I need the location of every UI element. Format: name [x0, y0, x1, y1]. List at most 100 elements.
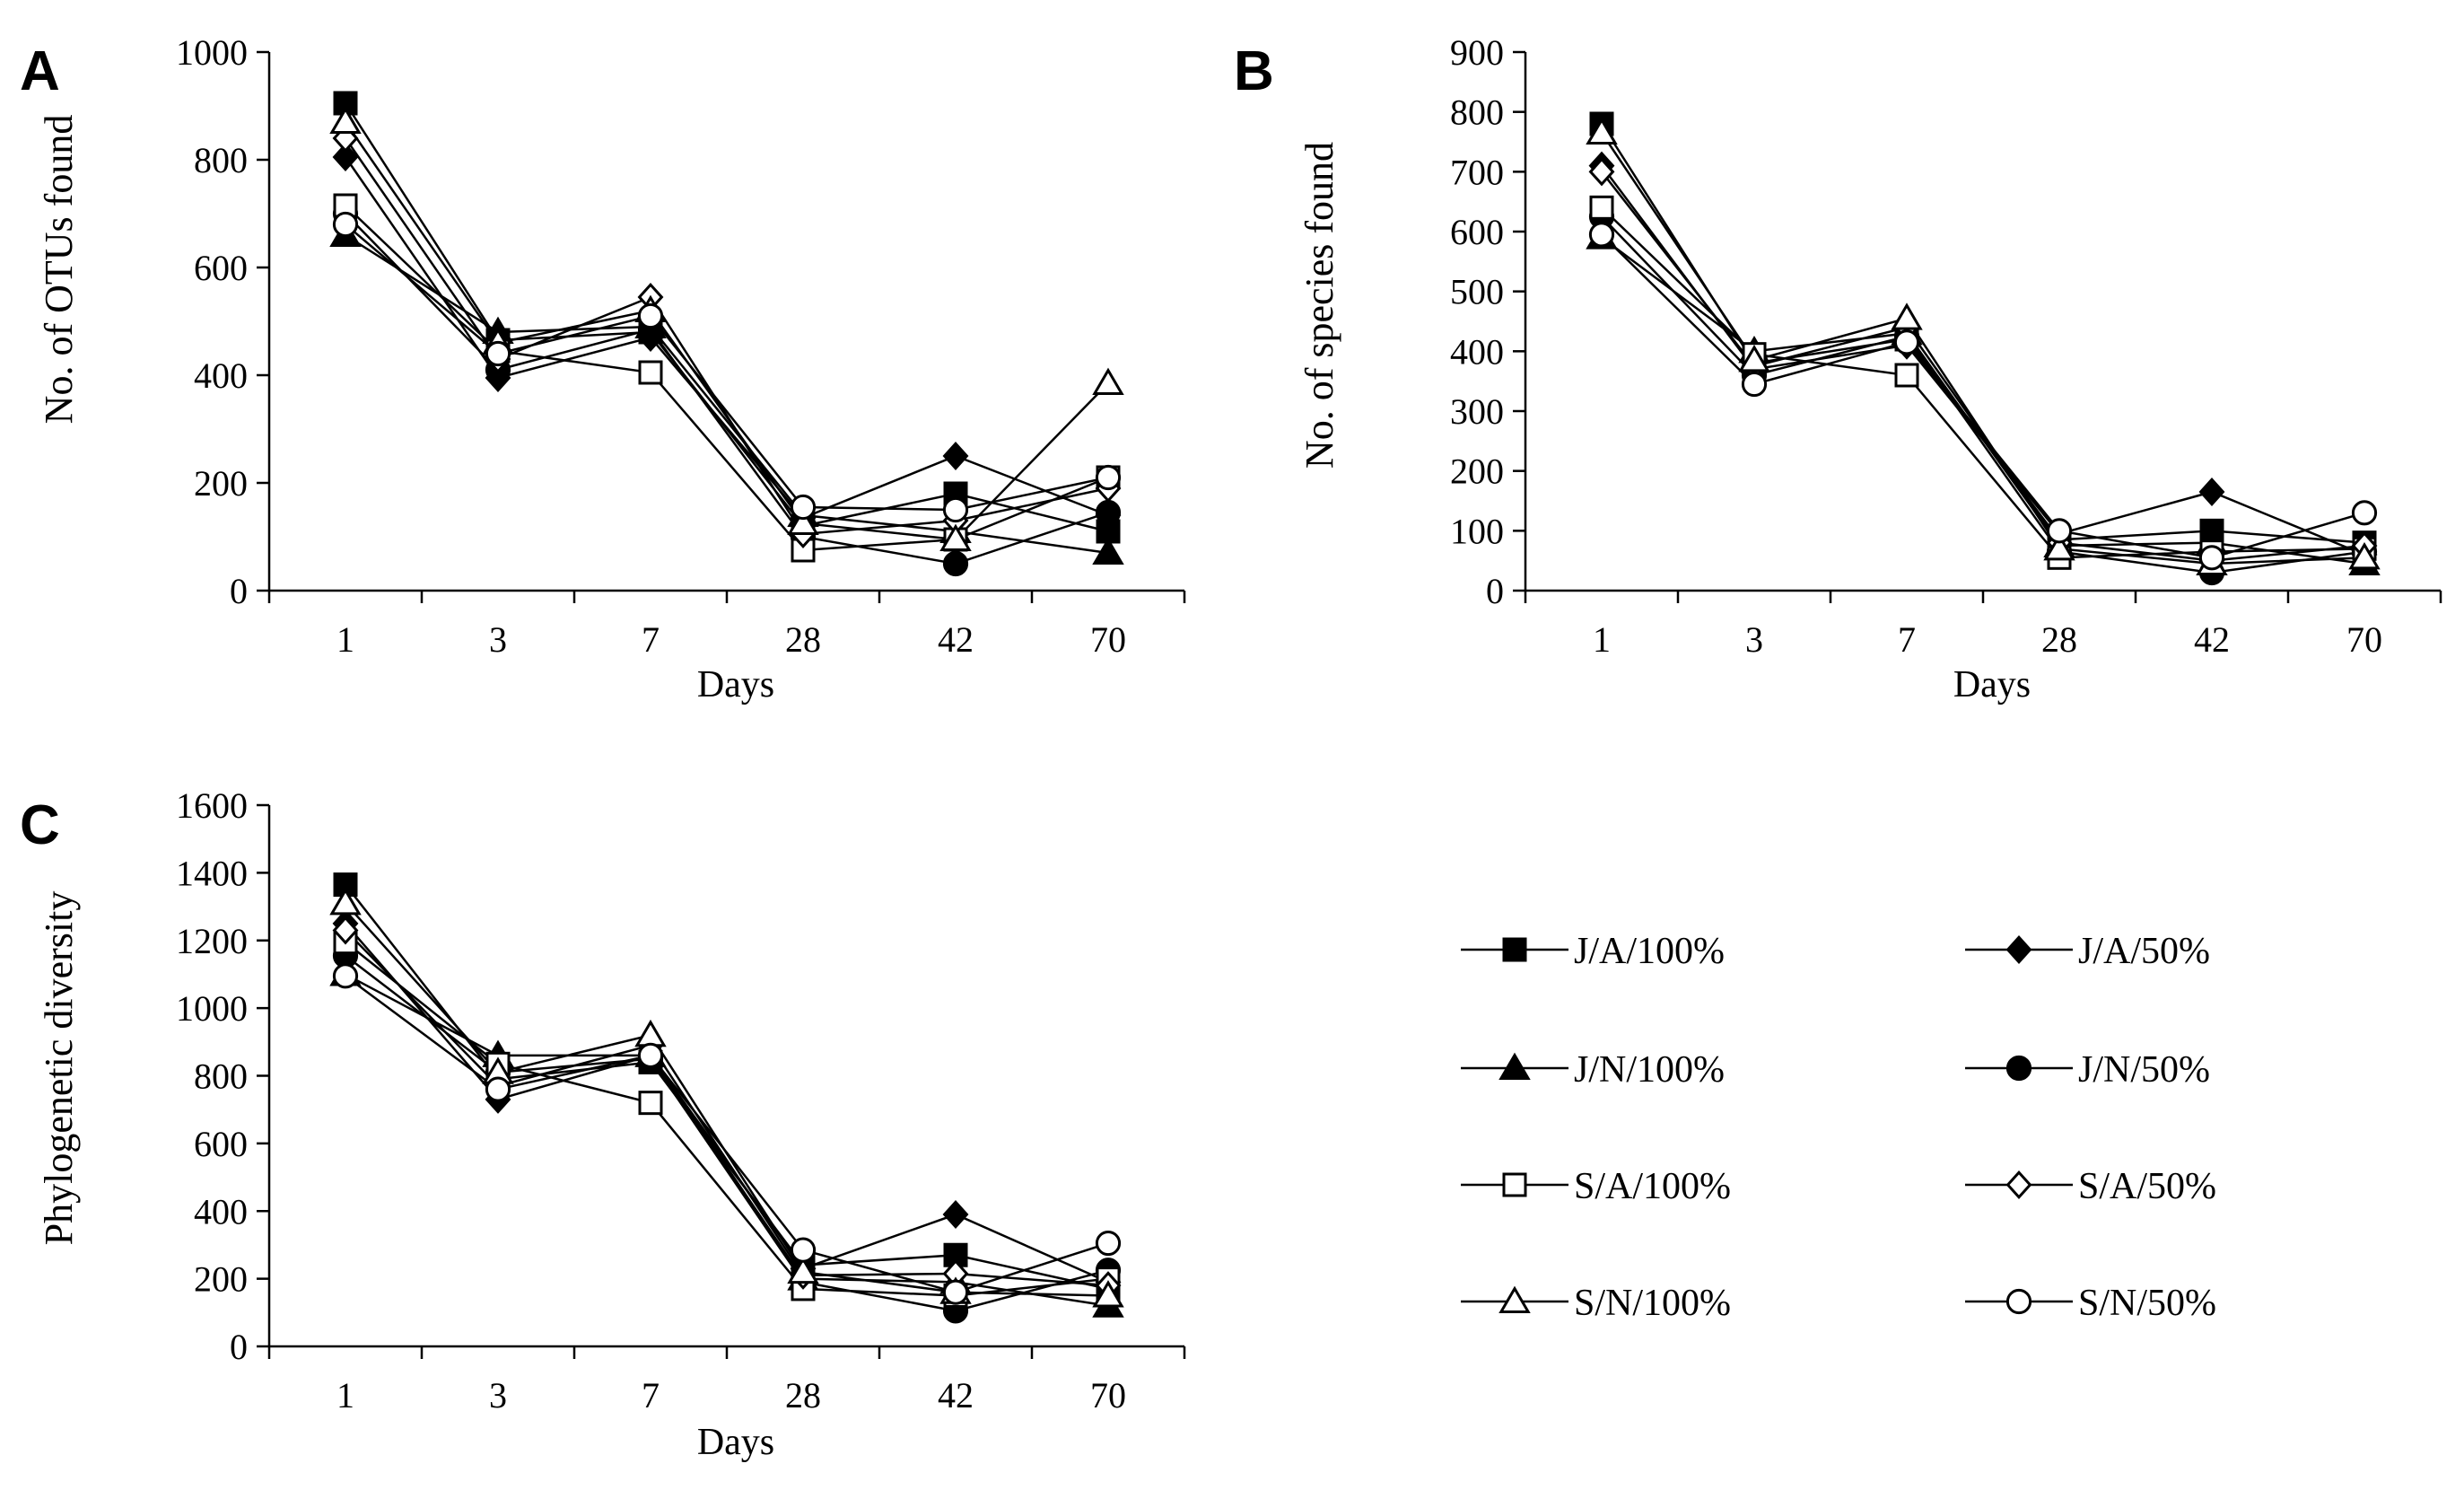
- legend-marker-s-a-100pct: [1502, 1172, 1527, 1197]
- legend-marker-s-n-100pct: [1498, 1285, 1531, 1314]
- y-tick-label: 200: [194, 1259, 248, 1300]
- data-point-s-n-100pct: [787, 507, 819, 536]
- panel-a-ots-chart: A 0 200 400 600 800 1000 1 3 7 28 42 70 Days No. of OT…: [20, 32, 1186, 706]
- panel-label-a: A: [20, 40, 60, 102]
- series-line-j-n-100pct: [345, 233, 1109, 555]
- x-axis-title: Days: [1953, 664, 2031, 706]
- series-line-j-a-100pct: [345, 883, 1109, 1291]
- data-point-s-n-50pct: [1893, 329, 1920, 355]
- y-tick-label: 600: [194, 1124, 248, 1164]
- y-tick-label: 400: [1450, 331, 1504, 372]
- y-axis-title: No. of OTUs found: [37, 115, 81, 425]
- x-axis-title: Days: [697, 664, 774, 706]
- data-point-s-n-100pct: [329, 106, 362, 135]
- data-point-s-n-100pct: [939, 523, 972, 552]
- series-line-j-n-50pct: [345, 954, 1109, 1312]
- x-tick-label: 7: [642, 1375, 660, 1416]
- legend-label-j-n-50pct: J/N/50%: [2078, 1049, 2210, 1091]
- series-line-s-n-50pct: [345, 975, 1109, 1294]
- y-tick-label: 200: [194, 463, 248, 504]
- legend-marker-s-n-50pct: [2005, 1288, 2032, 1315]
- y-tick-label: 0: [230, 571, 248, 611]
- data-point-s-n-50pct: [332, 211, 359, 238]
- legend-marker-j-n-50pct: [2005, 1055, 2032, 1082]
- series-line-j-n-50pct: [345, 213, 1109, 565]
- data-point-s-n-50pct: [2198, 545, 2225, 571]
- x-tick-label: 42: [938, 619, 974, 660]
- data-point-s-n-50pct: [485, 340, 511, 367]
- y-tick-label: 1000: [176, 988, 248, 1029]
- x-tick-label: 28: [785, 619, 821, 660]
- data-point-s-n-50pct: [2046, 518, 2073, 544]
- y-tick-label: 800: [194, 140, 248, 180]
- x-tick-label: 7: [1898, 619, 1916, 660]
- panel-label-c: C: [20, 794, 60, 856]
- y-tick-label: 300: [1450, 391, 1504, 432]
- x-tick-label: 28: [2041, 619, 2077, 660]
- data-point-j-a-50pct: [332, 142, 359, 172]
- data-point-s-n-100pct: [2043, 532, 2075, 561]
- y-tick-label: 0: [230, 1327, 248, 1367]
- legend-label-s-n-50pct: S/N/50%: [2078, 1283, 2216, 1324]
- series-line-j-a-50pct: [344, 156, 1109, 520]
- series-line-s-a-100pct: [345, 205, 1109, 552]
- data-point-s-n-50pct: [637, 302, 664, 329]
- data-point-s-n-50pct: [942, 1279, 969, 1305]
- legend-label-s-a-50pct: S/A/50%: [2078, 1166, 2216, 1207]
- x-tick-label: 42: [2194, 619, 2230, 660]
- data-point-s-a-100pct: [1589, 195, 1614, 220]
- y-tick-label: 1000: [176, 32, 248, 73]
- x-tick-label: 7: [642, 619, 660, 660]
- series-line-s-n-50pct: [345, 224, 1109, 512]
- data-point-s-a-50pct: [332, 123, 359, 153]
- data-point-j-n-50pct: [1095, 499, 1122, 526]
- data-point-s-n-100pct: [1092, 367, 1124, 396]
- series-line-j-a-50pct: [345, 923, 1109, 1284]
- data-point-s-n-50pct: [637, 1042, 664, 1068]
- data-point-s-n-100pct: [2348, 541, 2381, 570]
- y-tick-label: 400: [194, 355, 248, 396]
- legend-marker-j-a-100pct: [1502, 937, 1527, 962]
- x-tick-label: 1: [1593, 619, 1611, 660]
- x-tick-label: 42: [938, 1375, 974, 1416]
- y-tick-label: 1400: [176, 853, 248, 893]
- data-point-s-a-50pct: [332, 916, 359, 945]
- legend-label-j-a-50pct: J/A/50%: [2078, 931, 2210, 972]
- data-point-j-a-50pct: [942, 441, 969, 471]
- data-point-s-n-50pct: [2351, 500, 2378, 526]
- series-line-s-n-100pct: [1600, 132, 2365, 565]
- data-point-s-n-50pct: [790, 494, 817, 521]
- data-point-s-n-50pct: [1095, 1230, 1122, 1257]
- legend-marker-j-a-50pct: [2005, 934, 2032, 965]
- series-line-j-n-50pct: [1601, 215, 2365, 574]
- y-tick-label: 400: [194, 1191, 248, 1231]
- x-tick-label: 1: [336, 1375, 354, 1416]
- legend-marker-s-a-50pct: [2005, 1170, 2032, 1200]
- y-tick-label: 1600: [176, 785, 248, 826]
- series-line-s-n-50pct: [1601, 233, 2365, 559]
- y-tick-label: 900: [1450, 32, 1504, 73]
- y-tick-label: 1200: [176, 921, 248, 961]
- x-tick-label: 1: [336, 619, 354, 660]
- x-tick-label: 70: [1090, 619, 1126, 660]
- x-axis-title: Days: [697, 1422, 774, 1463]
- series-line-s-a-50pct: [344, 137, 1109, 536]
- data-point-s-n-100pct: [1891, 302, 1923, 330]
- y-tick-label: 100: [1450, 511, 1504, 551]
- x-tick-label: 3: [1745, 619, 1763, 660]
- x-tick-label: 3: [489, 619, 507, 660]
- panel-label-b: B: [1234, 40, 1274, 102]
- data-point-s-n-50pct: [332, 963, 359, 989]
- data-point-s-a-100pct: [1894, 363, 1919, 388]
- data-point-s-n-50pct: [790, 1237, 817, 1263]
- series-line-j-a-100pct: [344, 102, 1109, 533]
- data-point-s-n-100pct: [1738, 344, 1770, 372]
- series-line-j-a-50pct: [1600, 164, 2365, 557]
- x-tick-label: 70: [2346, 619, 2382, 660]
- x-tick-label: 28: [785, 1375, 821, 1416]
- legend-label-j-a-100pct: J/A/100%: [1574, 931, 1725, 972]
- y-tick-label: 200: [1450, 451, 1504, 492]
- data-point-s-n-100pct: [1586, 117, 1618, 145]
- data-point-s-a-100pct: [638, 360, 663, 385]
